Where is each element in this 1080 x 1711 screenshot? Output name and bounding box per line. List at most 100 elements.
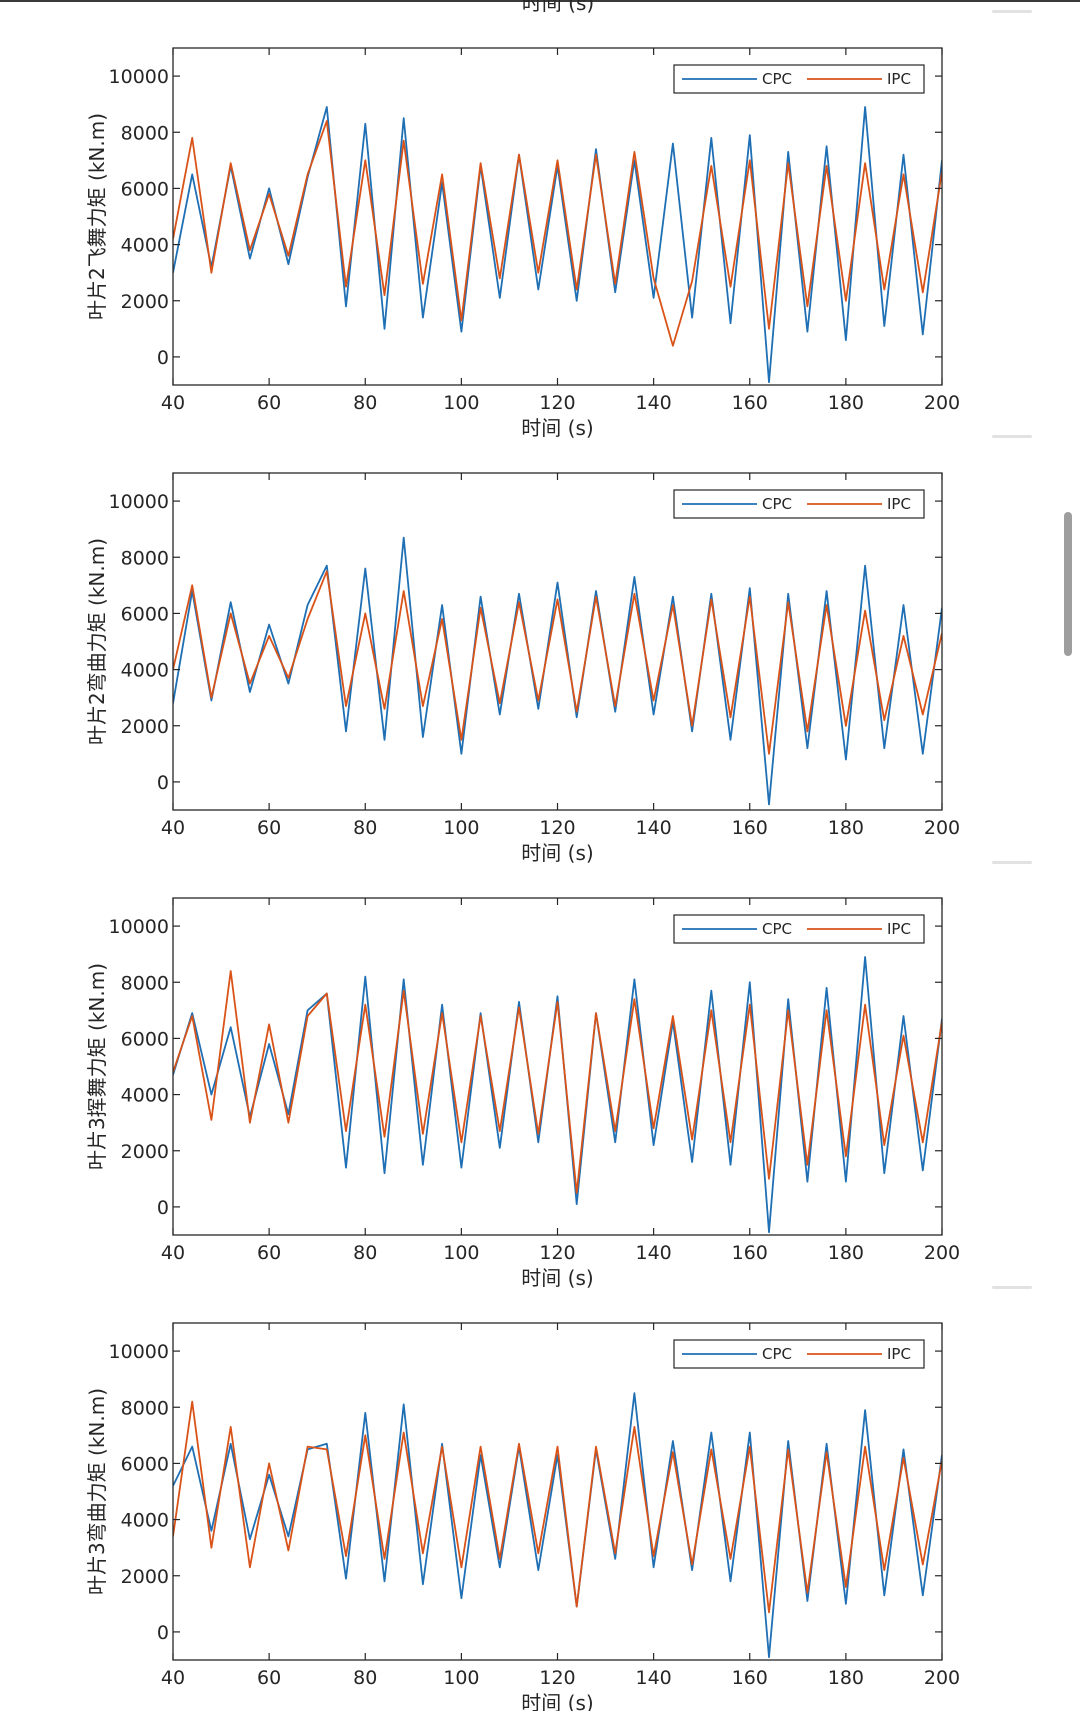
y-tick-label: 2000 — [121, 716, 169, 738]
x-tick-label: 140 — [635, 392, 671, 414]
x-axis-label: 时间 (s) — [521, 416, 593, 440]
charts-root: 40 60 80 100 120 140 160 180 2000200040006000800… — [85, 47, 960, 1711]
x-tick-label: 160 — [732, 817, 768, 839]
y-tick-label: 2000 — [121, 1141, 169, 1163]
x-tick-label: 100 — [443, 392, 479, 414]
x-tick-label: 200 — [924, 1667, 960, 1689]
y-tick-label: 10000 — [109, 1341, 169, 1363]
y-tick-label: 8000 — [121, 972, 169, 994]
top-divider — [0, 0, 1080, 2]
x-tick-label: 40 — [161, 392, 185, 414]
x-tick-label: 100 — [443, 1242, 479, 1264]
legend-label-ipc: IPC — [887, 495, 911, 513]
x-tick-label: 80 — [353, 392, 377, 414]
y-tick-label: 6000 — [121, 1453, 169, 1475]
legend-label-cpc: CPC — [762, 70, 792, 88]
y-tick-label: 4000 — [121, 235, 169, 257]
axes-box — [172, 1322, 943, 1661]
page-marker — [992, 10, 1032, 13]
series-line-ipc — [173, 570, 942, 755]
x-tick-label: 180 — [828, 1242, 864, 1264]
y-tick-label: 6000 — [121, 1028, 169, 1050]
x-tick-label: 80 — [353, 1242, 377, 1264]
x-tick-label: 200 — [924, 817, 960, 839]
y-tick-label: 8000 — [121, 547, 169, 569]
x-tick-label: 60 — [257, 817, 281, 839]
legend: CPC IPC — [673, 489, 925, 519]
series-group — [173, 1392, 942, 1659]
y-axis-label: 叶片2飞舞力矩 (kN.m) — [85, 113, 109, 320]
legend-label-cpc: CPC — [762, 1345, 792, 1363]
legend-label-cpc: CPC — [762, 495, 792, 513]
y-tick-label: 10000 — [109, 916, 169, 938]
x-tick-label: 180 — [828, 392, 864, 414]
x-tick-label: 120 — [539, 392, 575, 414]
chart-panel-4: 40 60 80 100 120 140 160 180 2000200040006000800… — [85, 1322, 960, 1711]
x-axis-label: 时间 (s) — [521, 1691, 593, 1711]
x-tick-label: 140 — [635, 1242, 671, 1264]
y-axis-label: 叶片2弯曲力矩 (kN.m) — [85, 538, 109, 745]
axes-box — [172, 897, 943, 1236]
x-tick-label: 180 — [828, 1667, 864, 1689]
series-group — [173, 106, 942, 384]
y-tick-label: 0 — [157, 347, 169, 369]
legend: CPC IPC — [673, 64, 925, 94]
x-tick-label: 60 — [257, 392, 281, 414]
chart-panel-3: 40 60 80 100 120 140 160 180 2000200040006000800… — [85, 897, 960, 1290]
legend: CPC IPC — [673, 1339, 925, 1369]
vertical-scrollbar-thumb[interactable] — [1064, 512, 1072, 656]
x-tick-label: 180 — [828, 817, 864, 839]
x-tick-label: 120 — [539, 1242, 575, 1264]
x-tick-label: 100 — [443, 1667, 479, 1689]
x-tick-label: 60 — [257, 1242, 281, 1264]
series-group — [173, 956, 942, 1234]
x-tick-label: 160 — [732, 392, 768, 414]
x-tick-label: 120 — [539, 817, 575, 839]
x-tick-label: 140 — [635, 1667, 671, 1689]
series-line-cpc — [173, 956, 942, 1234]
series-group — [173, 536, 942, 806]
x-tick-label: 80 — [353, 817, 377, 839]
y-tick-label: 10000 — [109, 491, 169, 513]
x-tick-label: 80 — [353, 1667, 377, 1689]
x-tick-label: 200 — [924, 392, 960, 414]
x-tick-label: 40 — [161, 817, 185, 839]
y-tick-label: 6000 — [121, 603, 169, 625]
x-tick-label: 40 — [161, 1242, 185, 1264]
series-line-cpc — [173, 1392, 942, 1659]
x-axis-label: 时间 (s) — [521, 1266, 593, 1290]
legend-label-ipc: IPC — [887, 920, 911, 938]
legend-label-ipc: IPC — [887, 1345, 911, 1363]
axes-box — [172, 47, 943, 386]
series-line-ipc — [173, 120, 942, 347]
y-tick-label: 10000 — [109, 66, 169, 88]
x-tick-label: 200 — [924, 1242, 960, 1264]
series-line-cpc — [173, 536, 942, 806]
x-tick-label: 160 — [732, 1242, 768, 1264]
y-tick-label: 0 — [157, 1197, 169, 1219]
y-axis-label: 叶片3挥舞力矩 (kN.m) — [85, 963, 109, 1170]
y-tick-label: 2000 — [121, 1566, 169, 1588]
legend-label-cpc: CPC — [762, 920, 792, 938]
y-axis-label: 叶片3弯曲力矩 (kN.m) — [85, 1388, 109, 1595]
page-marker — [992, 861, 1032, 864]
y-tick-label: 0 — [157, 772, 169, 794]
legend-label-ipc: IPC — [887, 70, 911, 88]
y-tick-label: 6000 — [121, 178, 169, 200]
series-line-cpc — [173, 106, 942, 384]
y-tick-label: 0 — [157, 1622, 169, 1644]
x-tick-label: 120 — [539, 1667, 575, 1689]
series-line-ipc — [173, 1400, 942, 1614]
axes-box — [172, 472, 943, 811]
x-tick-label: 40 — [161, 1667, 185, 1689]
y-tick-label: 4000 — [121, 660, 169, 682]
x-tick-label: 140 — [635, 817, 671, 839]
series-line-ipc — [173, 970, 942, 1194]
page-marker — [992, 1286, 1032, 1289]
x-tick-label: 60 — [257, 1667, 281, 1689]
y-tick-label: 4000 — [121, 1085, 169, 1107]
top-xlabel-fragment: 时间 (s) — [522, 0, 594, 15]
legend: CPC IPC — [673, 914, 925, 944]
y-tick-label: 8000 — [121, 122, 169, 144]
